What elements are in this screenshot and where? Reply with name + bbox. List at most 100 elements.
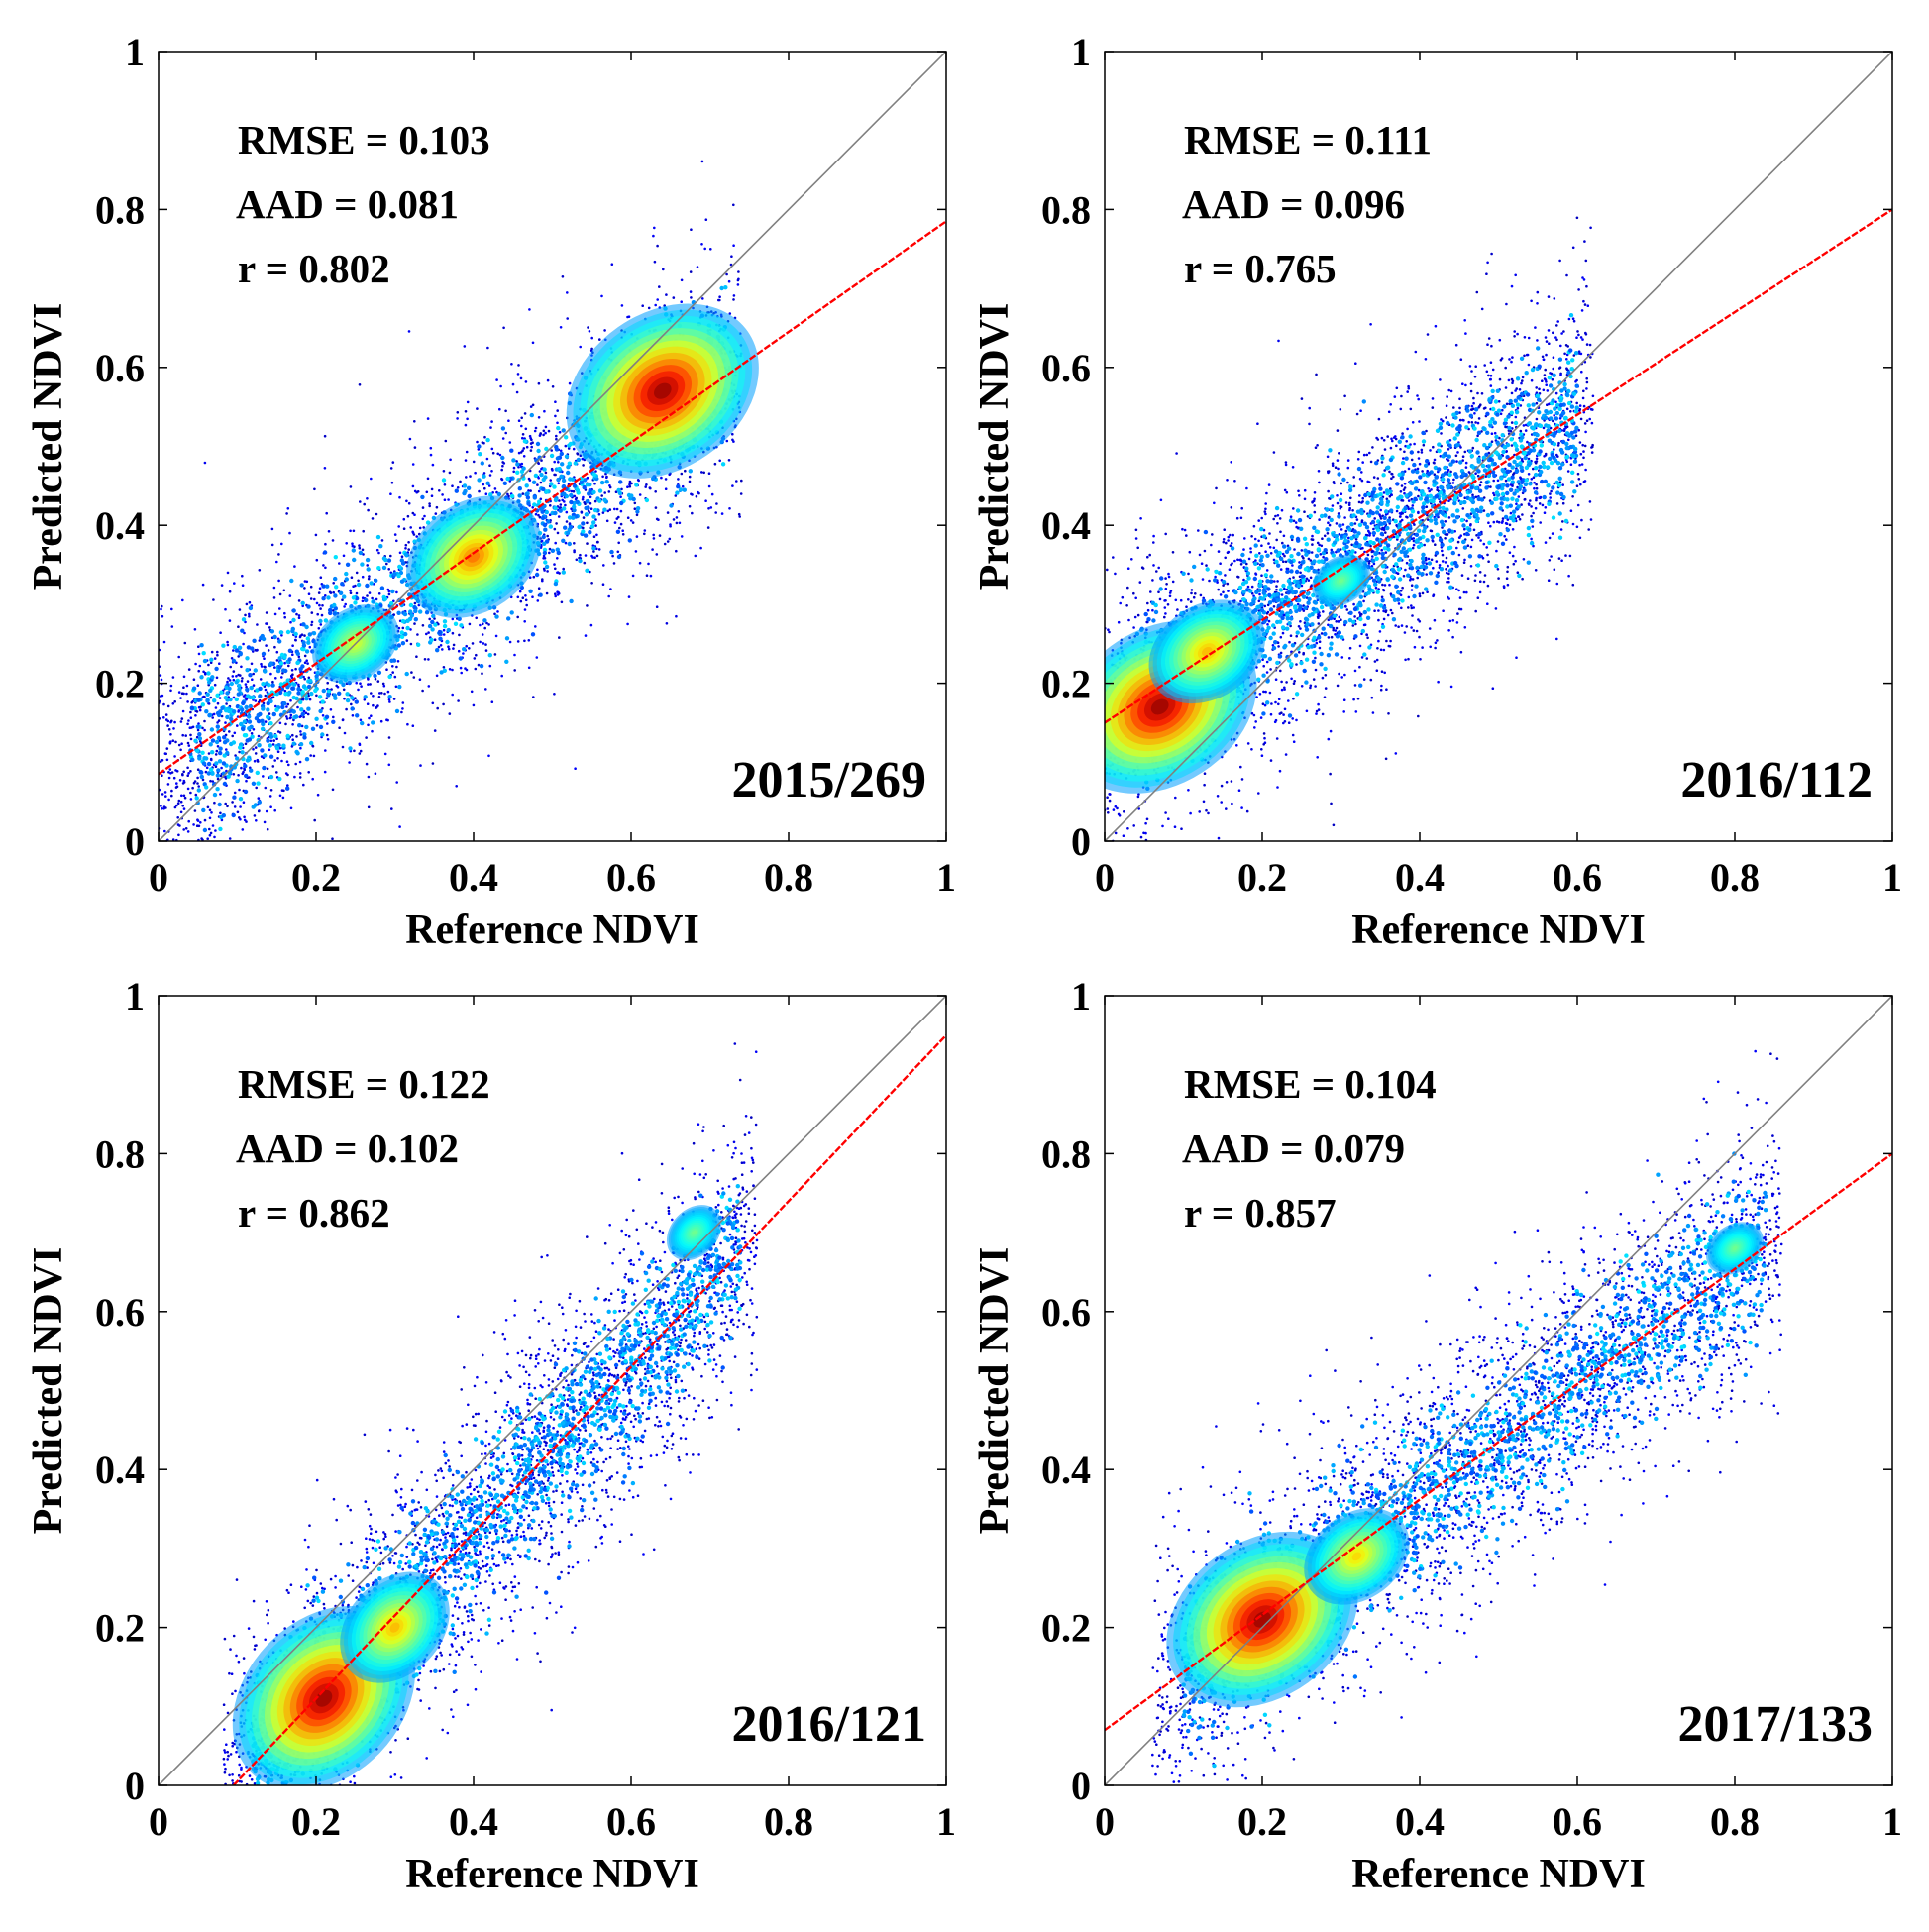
data-point (1447, 499, 1450, 503)
data-point (165, 747, 169, 750)
data-point (204, 770, 208, 774)
data-point (512, 466, 516, 470)
data-point (1164, 612, 1167, 615)
data-point (534, 625, 537, 628)
data-point (485, 481, 490, 485)
data-point (219, 690, 224, 695)
data-point (380, 539, 384, 542)
data-point (161, 604, 163, 608)
data-point (571, 515, 576, 520)
data-point (725, 272, 728, 276)
data-point (245, 687, 250, 693)
data-point (1445, 556, 1448, 560)
data-point (1547, 295, 1551, 298)
data-point (208, 767, 214, 772)
data-point (591, 489, 596, 495)
data-point (180, 742, 183, 745)
data-point (1380, 436, 1384, 440)
data-point (541, 534, 546, 540)
data-point (181, 598, 184, 602)
data-point (551, 385, 555, 388)
data-point (430, 487, 434, 491)
data-point (554, 541, 557, 545)
data-point (572, 447, 576, 451)
data-point (1365, 453, 1369, 457)
data-point (575, 558, 579, 562)
data-point (197, 756, 202, 761)
data-point (197, 732, 202, 737)
data-point (236, 715, 240, 718)
data-point (1380, 595, 1384, 599)
data-point (471, 642, 475, 645)
data-point (161, 759, 164, 762)
data-point (201, 651, 206, 656)
data-point (554, 400, 557, 404)
data-point (280, 634, 283, 637)
data-point (240, 707, 245, 712)
data-point (405, 639, 409, 642)
data-point (1461, 459, 1464, 462)
data-point (581, 521, 586, 526)
data-point (294, 667, 297, 671)
data-point (199, 774, 204, 780)
data-point (585, 499, 589, 504)
data-point (232, 649, 235, 652)
data-point (555, 456, 561, 461)
data-point (197, 652, 201, 656)
data-point (400, 555, 404, 558)
y-tick-label: 0.4 (95, 503, 145, 548)
data-point (610, 263, 614, 267)
data-point (631, 521, 635, 524)
data-point (1384, 551, 1388, 554)
data-point (412, 676, 416, 679)
data-point (699, 546, 702, 550)
data-point (187, 668, 191, 671)
data-point (656, 298, 659, 301)
data-point (332, 602, 337, 608)
date-label: 2015/269 (732, 752, 926, 808)
data-point (1482, 580, 1486, 584)
data-point (277, 656, 282, 661)
data-point (331, 539, 335, 542)
data-point (265, 809, 268, 813)
data-point (681, 484, 685, 488)
data-point (291, 653, 294, 656)
data-point (309, 740, 314, 746)
data-point (564, 503, 567, 507)
data-point (541, 578, 544, 581)
data-point (189, 705, 195, 710)
data-point (225, 714, 230, 720)
data-point (274, 746, 280, 751)
data-point (342, 594, 347, 599)
data-point (225, 702, 228, 705)
data-point (179, 748, 182, 752)
data-point (359, 718, 363, 722)
data-point (209, 696, 213, 699)
data-point (500, 477, 503, 481)
data-point (1591, 394, 1595, 398)
data-point (306, 706, 311, 711)
data-point (285, 629, 291, 635)
data-point (166, 704, 170, 708)
data-point (1505, 302, 1508, 306)
data-point (202, 756, 207, 761)
data-point (542, 522, 548, 528)
data-point (196, 698, 201, 702)
data-point (696, 266, 699, 268)
data-point (592, 507, 598, 513)
data-point (504, 636, 510, 641)
data-point (259, 678, 263, 681)
data-point (452, 643, 456, 647)
data-point (1492, 520, 1496, 524)
data-point (268, 748, 271, 752)
data-point (162, 702, 165, 706)
data-point (528, 434, 532, 438)
data-point (326, 738, 330, 741)
data-point (567, 461, 572, 466)
data-point (1474, 472, 1477, 476)
data-point (399, 579, 405, 584)
data-point (465, 450, 469, 454)
data-point (522, 455, 526, 458)
data-point (591, 472, 597, 477)
data-point (389, 492, 392, 496)
